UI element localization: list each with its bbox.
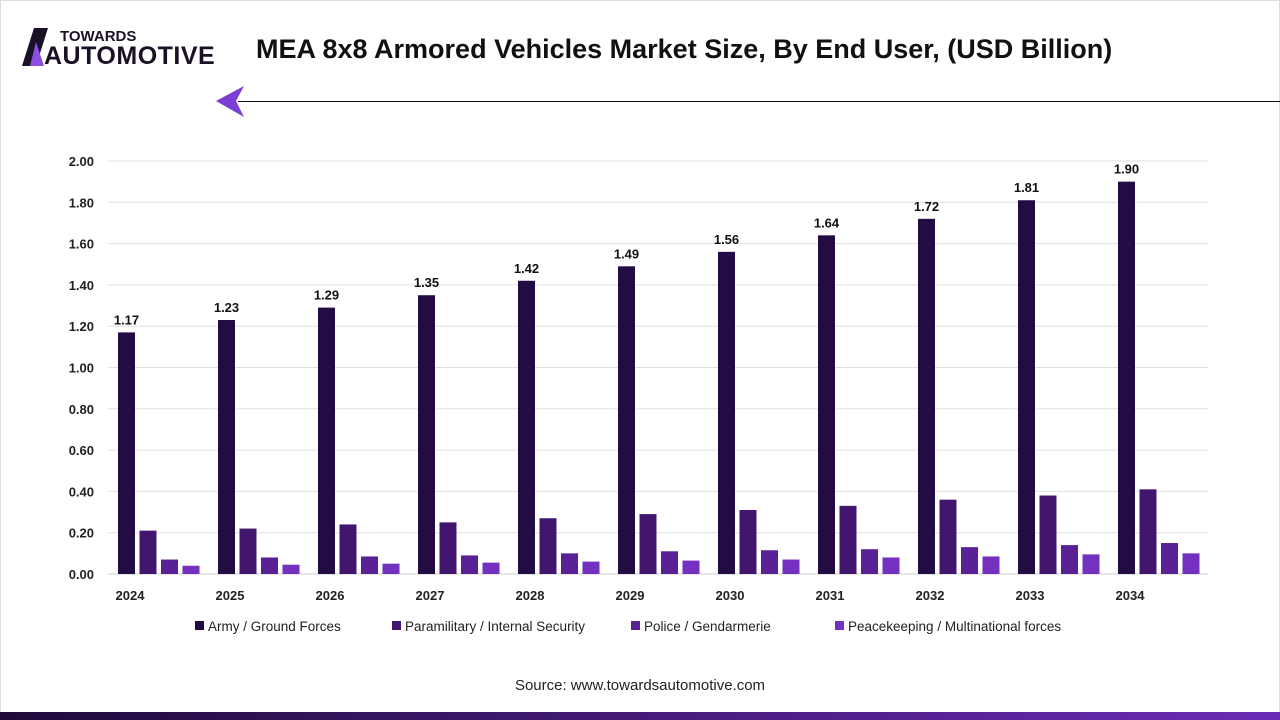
data-label: 1.90 [1114,162,1139,177]
bar-0 [818,235,835,574]
y-tick-label: 1.40 [69,278,94,293]
legend-label: Peacekeeping / Multinational forces [848,619,1061,634]
bar-1 [439,522,457,574]
x-tick-label: 2026 [316,588,345,603]
legend-swatch [195,621,204,630]
bar-3 [582,561,600,574]
y-tick-label: 2.00 [69,154,94,169]
bar-0 [218,320,235,574]
bar-2 [861,549,878,574]
x-tick-label: 2030 [716,588,745,603]
legend-swatch [835,621,844,630]
y-tick-label: 0.80 [69,402,94,417]
logo-text-bottom: AUTOMOTIVE [44,42,216,70]
bar-3 [782,559,800,574]
bar-3 [1082,554,1100,574]
data-label: 1.17 [114,312,139,327]
x-tick-label: 2033 [1016,588,1045,603]
bar-2 [1061,545,1078,574]
y-tick-label: 1.00 [69,361,94,376]
data-label: 1.29 [314,288,339,303]
x-tick-label: 2031 [816,588,845,603]
bar-0 [918,218,935,574]
arrow-left-icon [216,86,244,117]
bar-1 [939,499,957,574]
bar-3 [282,564,300,574]
bar-1 [139,530,157,574]
x-tick-label: 2032 [916,588,945,603]
legend-label: Police / Gendarmerie [644,619,771,634]
bar-1 [539,518,557,574]
bar-3 [382,563,400,574]
bar-3 [182,565,200,574]
bar-1 [239,528,257,574]
bar-0 [318,307,335,574]
data-label: 1.35 [414,275,439,290]
x-tick-label: 2027 [416,588,445,603]
bar-3 [982,556,1000,574]
y-tick-label: 1.60 [69,237,94,252]
bar-0 [618,266,635,574]
bar-0 [518,280,535,574]
data-label: 1.72 [914,199,939,214]
source-text: Source: www.towardsautomotive.com [514,677,766,694]
bar-2 [561,553,578,574]
bottom-bar [0,712,1280,720]
bar-2 [1161,543,1178,574]
legend-label: Army / Ground Forces [208,619,341,634]
bar-1 [839,505,857,574]
bar-0 [418,295,435,574]
logo-text-top: TOWARDS [60,28,137,45]
x-tick-label: 2034 [1116,588,1146,603]
bar-0 [718,251,735,575]
data-label: 1.42 [514,261,539,276]
bar-2 [961,547,978,574]
bar-0 [1018,200,1035,575]
x-tick-label: 2024 [116,588,146,603]
y-tick-label: 0.20 [69,526,94,541]
x-tick-label: 2025 [216,588,245,603]
bar-1 [739,509,757,574]
bar-1 [639,514,657,574]
bar-0 [118,332,135,574]
y-tick-label: 0.00 [69,567,94,582]
data-label: 1.81 [1014,180,1039,195]
bar-2 [261,557,278,574]
bar-2 [761,550,778,574]
bar-0 [1118,181,1135,574]
bar-3 [1182,553,1200,574]
title-divider [238,101,1280,102]
data-label: 1.56 [714,232,739,247]
bar-3 [682,560,700,574]
bar-2 [361,556,378,574]
data-label: 1.64 [814,215,840,230]
logo-icon [22,28,48,66]
y-tick-label: 1.20 [69,319,94,334]
legend-swatch [631,621,640,630]
x-tick-label: 2029 [616,588,645,603]
bar-1 [1039,495,1057,574]
chart-title: MEA 8x8 Armored Vehicles Market Size, By… [256,34,1113,64]
bar-2 [461,555,478,574]
bar-1 [339,524,357,574]
bar-2 [661,551,678,574]
bar-2 [161,559,178,574]
y-tick-label: 0.40 [69,484,94,499]
y-tick-label: 0.60 [69,443,94,458]
bar-3 [882,557,900,574]
bar-3 [482,562,500,574]
bar-1 [1139,489,1157,574]
legend-swatch [392,621,401,630]
y-tick-label: 1.80 [69,195,94,210]
legend-label: Paramilitary / Internal Security [405,619,585,634]
data-label: 1.23 [214,300,239,315]
x-tick-label: 2028 [516,588,545,603]
data-label: 1.49 [614,246,639,261]
